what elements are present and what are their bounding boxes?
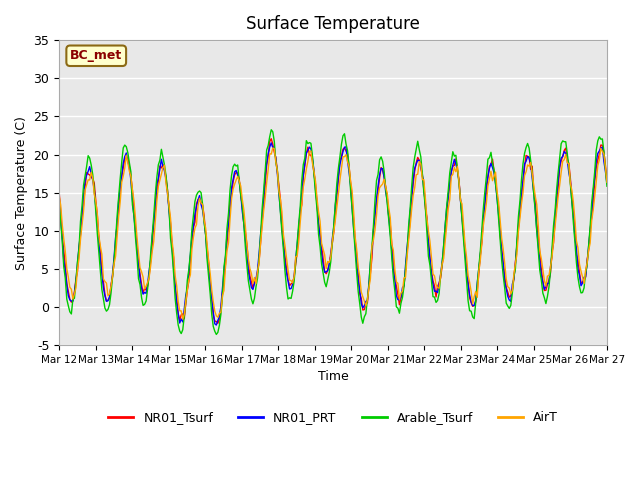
AirT bbox=[55, 193, 63, 199]
NR01_PRT bbox=[212, 322, 220, 328]
Arable_Tsurf bbox=[122, 144, 130, 150]
Line: NR01_PRT: NR01_PRT bbox=[59, 143, 607, 325]
NR01_PRT bbox=[55, 193, 63, 199]
Legend: NR01_Tsurf, NR01_PRT, Arable_Tsurf, AirT: NR01_Tsurf, NR01_PRT, Arable_Tsurf, AirT bbox=[103, 407, 563, 430]
NR01_Tsurf bbox=[55, 190, 63, 195]
X-axis label: Time: Time bbox=[317, 371, 348, 384]
NR01_Tsurf bbox=[268, 136, 275, 142]
NR01_Tsurf bbox=[248, 279, 255, 285]
AirT bbox=[220, 288, 228, 293]
NR01_PRT bbox=[122, 150, 130, 156]
AirT bbox=[575, 261, 583, 267]
AirT bbox=[179, 316, 187, 322]
Arable_Tsurf bbox=[575, 284, 583, 290]
Title: Surface Temperature: Surface Temperature bbox=[246, 15, 420, 33]
NR01_Tsurf bbox=[298, 202, 306, 208]
NR01_Tsurf bbox=[122, 155, 130, 160]
Arable_Tsurf bbox=[248, 296, 255, 302]
NR01_Tsurf bbox=[220, 275, 228, 281]
AirT bbox=[269, 145, 276, 151]
Arable_Tsurf bbox=[268, 127, 275, 132]
Line: NR01_Tsurf: NR01_Tsurf bbox=[59, 139, 607, 324]
Arable_Tsurf bbox=[239, 202, 246, 207]
Arable_Tsurf bbox=[603, 183, 611, 189]
NR01_PRT bbox=[603, 181, 611, 187]
Line: AirT: AirT bbox=[59, 148, 607, 319]
NR01_PRT bbox=[268, 140, 275, 146]
NR01_Tsurf bbox=[239, 203, 246, 208]
Arable_Tsurf bbox=[298, 178, 306, 184]
NR01_PRT bbox=[248, 285, 255, 290]
AirT bbox=[248, 271, 255, 276]
Text: BC_met: BC_met bbox=[70, 49, 122, 62]
NR01_PRT bbox=[239, 208, 246, 214]
Y-axis label: Surface Temperature (C): Surface Temperature (C) bbox=[15, 116, 28, 270]
AirT bbox=[122, 152, 130, 158]
Arable_Tsurf bbox=[212, 332, 220, 337]
AirT bbox=[603, 180, 611, 185]
Arable_Tsurf bbox=[55, 196, 63, 202]
NR01_PRT bbox=[298, 192, 306, 197]
NR01_PRT bbox=[220, 268, 228, 274]
NR01_Tsurf bbox=[575, 270, 583, 276]
Arable_Tsurf bbox=[220, 264, 228, 270]
Line: Arable_Tsurf: Arable_Tsurf bbox=[59, 130, 607, 335]
AirT bbox=[239, 196, 246, 202]
NR01_PRT bbox=[575, 272, 583, 278]
AirT bbox=[298, 202, 306, 208]
NR01_Tsurf bbox=[603, 179, 611, 184]
NR01_Tsurf bbox=[214, 321, 221, 326]
